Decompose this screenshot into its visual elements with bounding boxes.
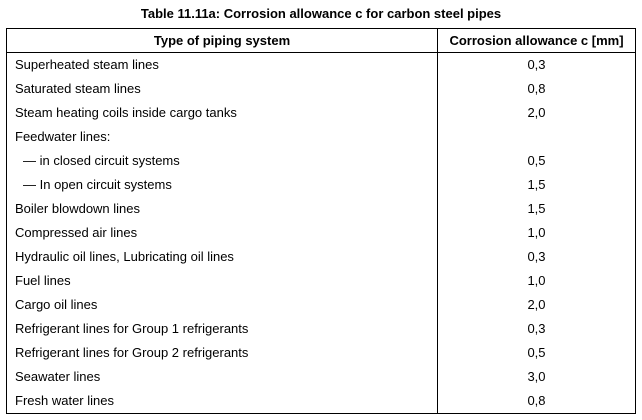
corrosion-allowance-cell: 0,3 (437, 317, 636, 341)
header-type-of-piping-system: Type of piping system (6, 28, 438, 53)
corrosion-allowance-cell: 0,5 (437, 149, 636, 173)
corrosion-allowance-cell: 1,0 (437, 269, 636, 293)
piping-system-cell: Boiler blowdown lines (6, 197, 438, 221)
piping-system-cell: — in closed circuit systems (6, 149, 438, 173)
table-row: Steam heating coils inside cargo tanks 2,… (6, 101, 636, 125)
table-header-row: Type of piping system Corrosion allowanc… (6, 28, 636, 53)
corrosion-allowance-table: Type of piping system Corrosion allowanc… (6, 28, 636, 414)
piping-system-cell: Steam heating coils inside cargo tanks (6, 101, 438, 125)
piping-system-cell: Seawater lines (6, 365, 438, 389)
table-row: Fuel lines 1,0 (6, 269, 636, 293)
table-row: Compressed air lines 1,0 (6, 221, 636, 245)
table-row: Saturated steam lines 0,8 (6, 77, 636, 101)
table-caption: Table 11.11a: Corrosion allowance c for … (140, 6, 502, 21)
table-row: — in closed circuit systems 0,5 (6, 149, 636, 173)
table-row: Seawater lines 3,0 (6, 365, 636, 389)
table-row: Superheated steam lines 0,3 (6, 52, 636, 77)
corrosion-allowance-cell: 0,5 (437, 341, 636, 365)
corrosion-allowance-cell: 3,0 (437, 365, 636, 389)
piping-system-cell: Saturated steam lines (6, 77, 438, 101)
table-row: Boiler blowdown lines 1,5 (6, 197, 636, 221)
corrosion-allowance-cell: 1,5 (437, 173, 636, 197)
corrosion-allowance-cell: 0,3 (437, 245, 636, 269)
corrosion-allowance-cell: 0,8 (437, 389, 636, 414)
table-row: Fresh water lines 0,8 (6, 389, 636, 414)
corrosion-allowance-cell: 0,8 (437, 77, 636, 101)
piping-system-cell: — In open circuit systems (6, 173, 438, 197)
table-row: Feedwater lines: (6, 125, 636, 149)
piping-system-cell: Fresh water lines (6, 389, 438, 414)
piping-system-cell: Cargo oil lines (6, 293, 438, 317)
corrosion-allowance-cell: 1,5 (437, 197, 636, 221)
table-body: Superheated steam lines 0,3 Saturated stea… (6, 52, 636, 414)
table-row: Refrigerant lines for Group 1 refrigeran… (6, 317, 636, 341)
corrosion-allowance-cell: 2,0 (437, 101, 636, 125)
corrosion-allowance-cell: 0,3 (437, 52, 636, 77)
piping-system-cell: Fuel lines (6, 269, 438, 293)
corrosion-allowance-cell (437, 125, 636, 149)
corrosion-allowance-cell: 2,0 (437, 293, 636, 317)
piping-system-cell: Compressed air lines (6, 221, 438, 245)
header-corrosion-allowance: Corrosion allowance c [mm] (437, 28, 636, 53)
table-row: Cargo oil lines 2,0 (6, 293, 636, 317)
table-row: — In open circuit systems 1,5 (6, 173, 636, 197)
piping-system-cell: Feedwater lines: (6, 125, 438, 149)
piping-system-cell: Superheated steam lines (6, 52, 438, 77)
piping-system-cell: Hydraulic oil lines, Lubricating oil lin… (6, 245, 438, 269)
corrosion-allowance-cell: 1,0 (437, 221, 636, 245)
table-row: Refrigerant lines for Group 2 refrigeran… (6, 341, 636, 365)
table-row: Hydraulic oil lines, Lubricating oil lin… (6, 245, 636, 269)
piping-system-cell: Refrigerant lines for Group 2 refrigeran… (6, 341, 438, 365)
piping-system-cell: Refrigerant lines for Group 1 refrigeran… (6, 317, 438, 341)
